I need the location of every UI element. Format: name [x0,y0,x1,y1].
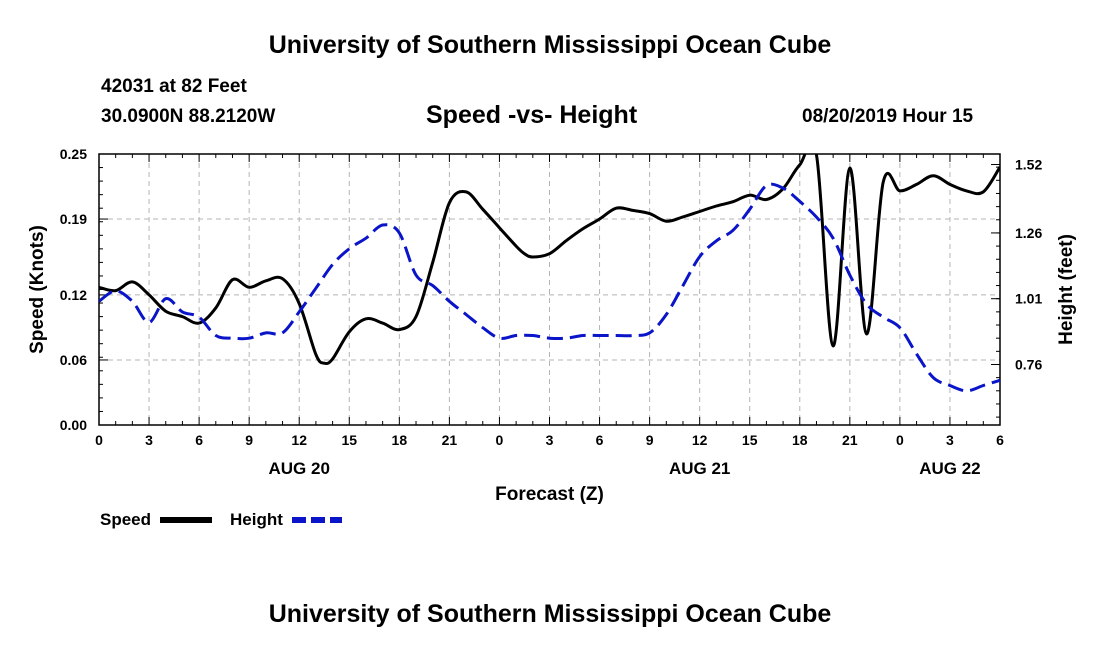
x-tick-label: 3 [946,432,954,448]
y-right-tick-label: 0.76 [1015,356,1042,372]
forecast-timestamp: 08/20/2019 Hour 15 [802,106,974,127]
station-coordinates: 30.0900N 88.2120W [101,106,276,127]
x-tick-label: 9 [646,432,654,448]
series-line-speed [99,154,1000,366]
chart-title: Speed -vs- Height [426,101,638,129]
x-tick-label: 21 [442,432,458,448]
legend-height-label: Height [230,510,283,529]
x-tick-label: 18 [392,432,408,448]
y-right-tick-label: 1.52 [1015,157,1042,173]
x-tick-label: 3 [145,432,153,448]
x-axis-label: Forecast (Z) [495,484,604,505]
y-axis-label-right: Height (feet) [1056,234,1077,345]
y-axis-label-left: Speed (Knots) [27,225,48,354]
y-right-tick-label: 1.01 [1015,291,1042,307]
y-tick-label: 0.00 [60,417,87,433]
x-tick-label: 21 [842,432,858,448]
footer-title: University of Southern Mississippi Ocean… [268,600,832,628]
x-tick-label: 0 [496,432,504,448]
x-tick-label: 0 [95,432,103,448]
series-line-height [99,182,1000,393]
x-tick-label: 15 [742,432,758,448]
y-right-tick-label: 1.26 [1015,225,1042,241]
x-tick-label: 18 [792,432,808,448]
x-tick-label: 12 [692,432,708,448]
date-label: AUG 22 [919,459,980,478]
station-label: 42031 at 82 Feet [101,76,247,97]
x-tick-label: 15 [341,432,357,448]
y-tick-label: 0.06 [60,352,87,368]
x-tick-label: 3 [546,432,554,448]
y-tick-label: 0.25 [60,146,87,162]
x-tick-label: 6 [996,432,1004,448]
date-label: AUG 21 [669,459,730,478]
page-title: University of Southern Mississippi Ocean… [268,31,832,59]
y-tick-label: 0.19 [60,211,87,227]
x-tick-label: 6 [596,432,604,448]
x-tick-label: 0 [896,432,904,448]
x-tick-label: 9 [245,432,253,448]
y-tick-label: 0.12 [60,287,87,303]
x-tick-label: 12 [291,432,307,448]
x-tick-label: 6 [195,432,203,448]
date-label: AUG 20 [269,459,330,478]
legend-speed-label: Speed [100,510,151,529]
